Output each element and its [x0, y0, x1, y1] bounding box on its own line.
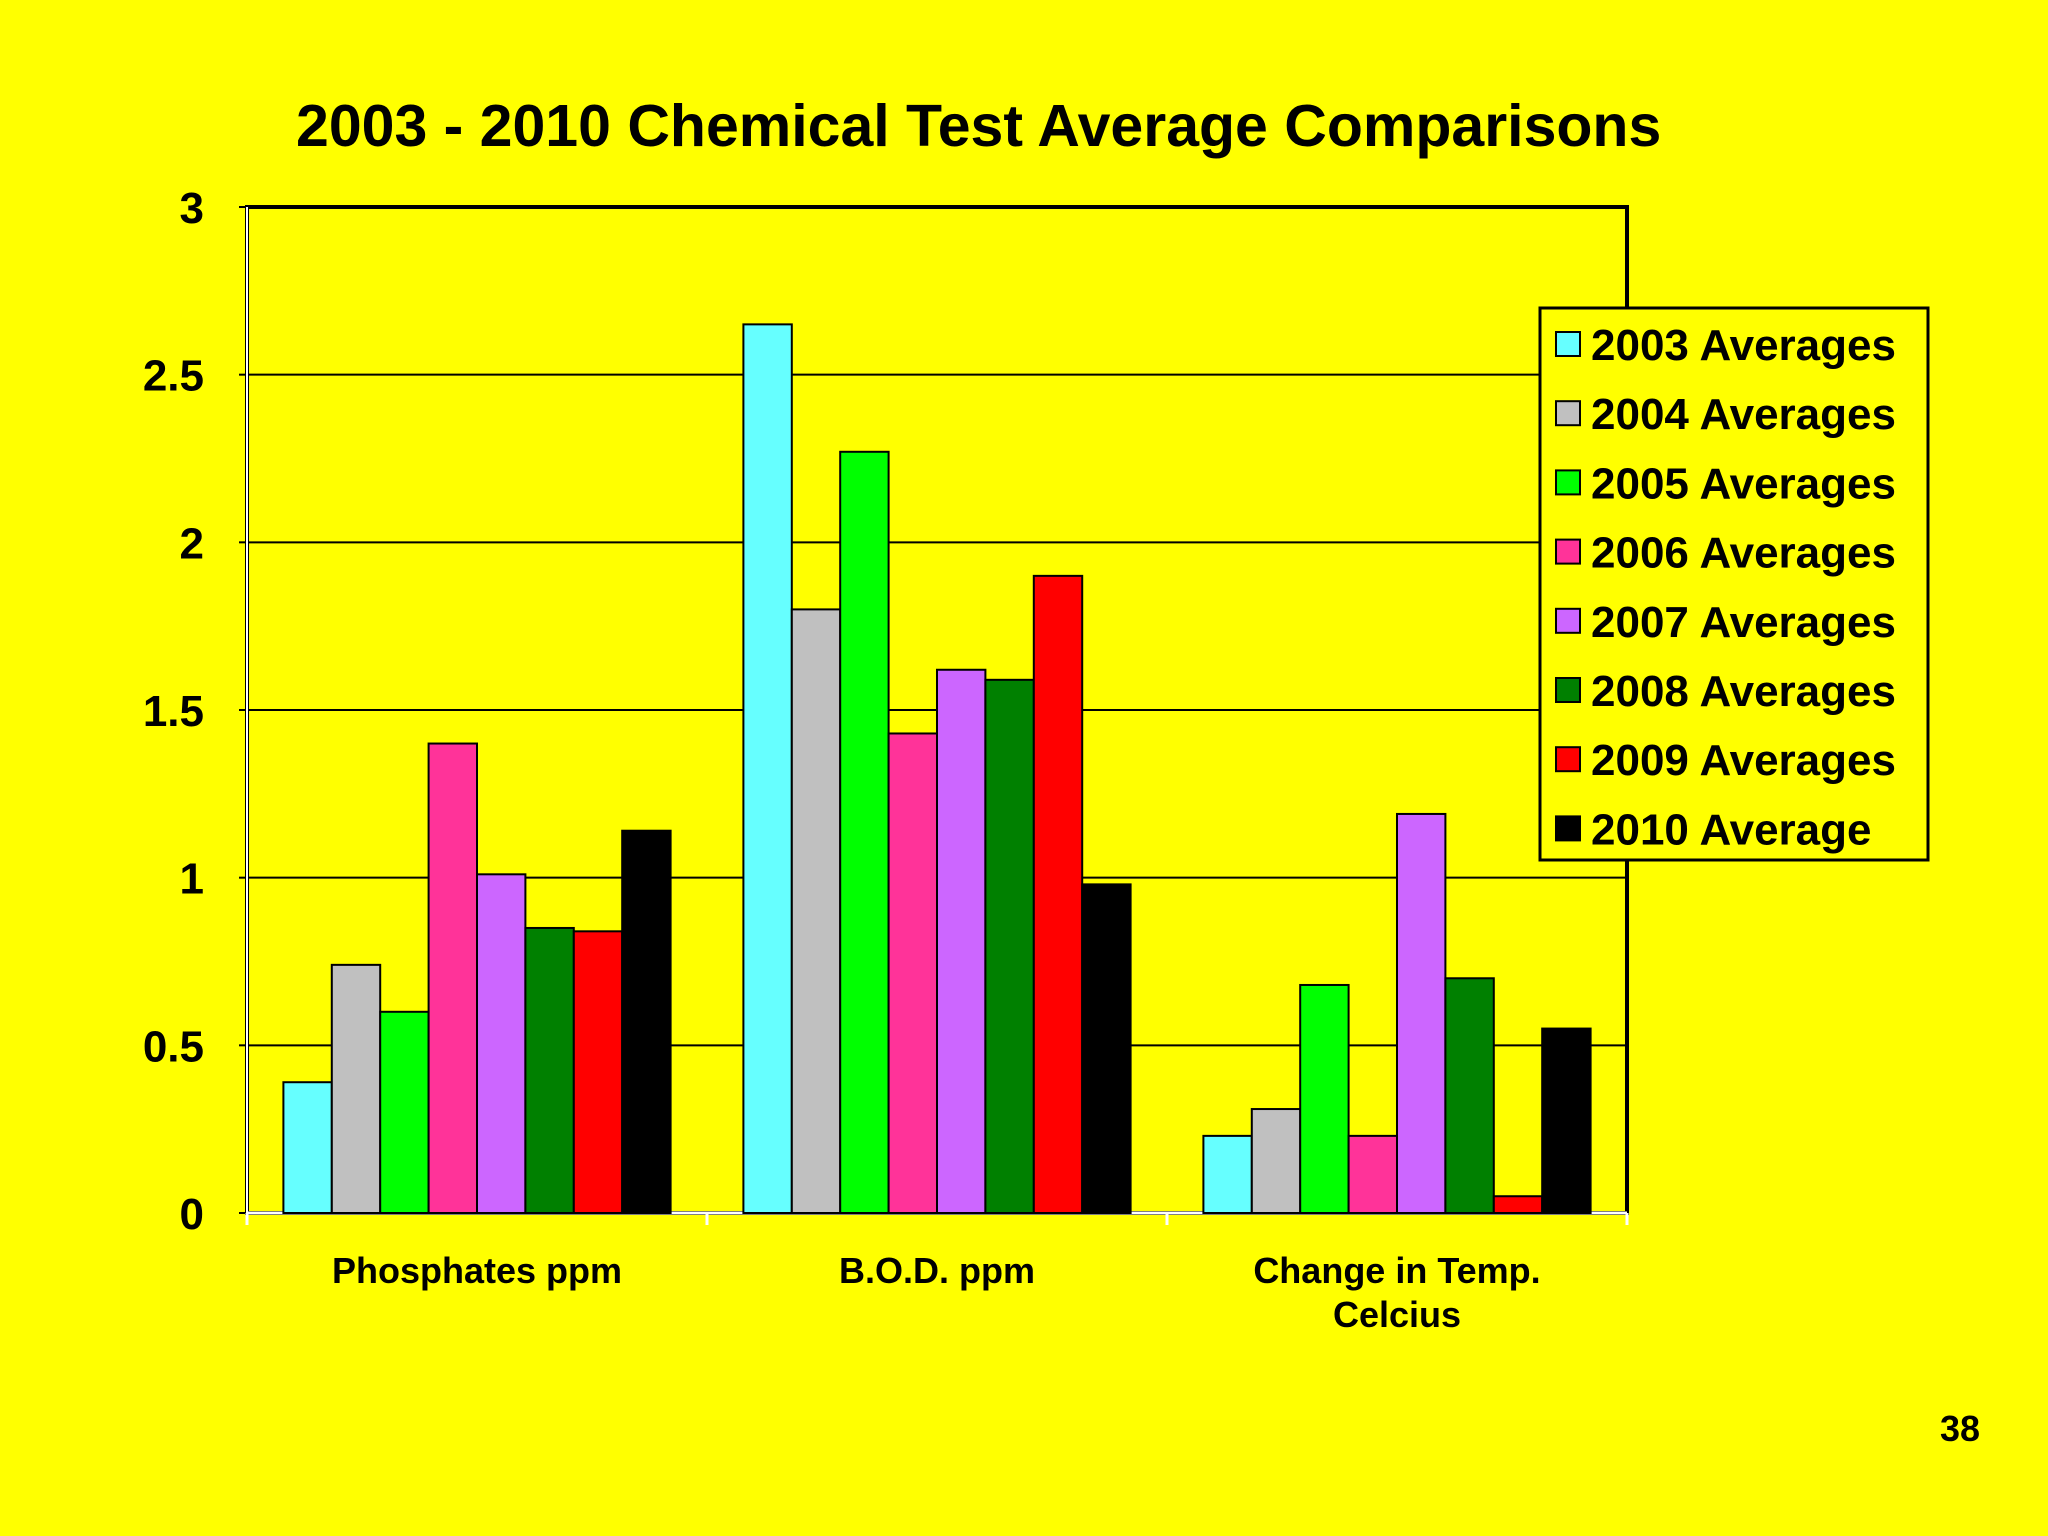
legend-swatch [1555, 538, 1581, 565]
bar [1032, 574, 1084, 1214]
legend-label: 2007 Averages [1591, 598, 1896, 647]
legend-label: 2004 Averages [1591, 390, 1896, 439]
legend-label: 2005 Averages [1591, 459, 1896, 508]
legend-label: 2008 Averages [1591, 667, 1896, 716]
bar [1444, 977, 1495, 1214]
y-tick-label: 2.5 [143, 352, 204, 401]
y-tick-label: 0 [180, 1190, 204, 1239]
legend-label: 2003 Averages [1591, 321, 1896, 370]
chart-title: 2003 - 2010 Chemical Test Average Compar… [296, 93, 1662, 159]
bar [524, 926, 575, 1214]
y-tick-label: 0.5 [143, 1022, 204, 1071]
bar [742, 323, 793, 1215]
legend-swatch [1555, 677, 1581, 703]
bar [1396, 812, 1447, 1214]
legend-swatch [1555, 746, 1581, 773]
legend-swatch [1555, 400, 1581, 427]
bar [1541, 1027, 1592, 1214]
legend-swatch [1555, 815, 1581, 842]
bar [984, 678, 1035, 1214]
legend [1538, 306, 1930, 862]
bar [282, 1081, 333, 1214]
bar [1202, 1134, 1253, 1214]
y-tick-label: 1 [180, 855, 204, 904]
bar [427, 742, 479, 1214]
y-tick-label: 1.5 [143, 687, 204, 736]
bar [790, 608, 842, 1214]
bar [621, 829, 672, 1214]
bar [1081, 883, 1132, 1215]
legend-swatch [1555, 331, 1581, 357]
bar [330, 963, 382, 1214]
bar [1299, 983, 1350, 1214]
bar [936, 668, 987, 1214]
legend-swatch [1555, 607, 1581, 634]
legend-label: 2006 Averages [1591, 529, 1896, 578]
y-tick-label: 3 [180, 184, 204, 233]
legend-swatch [1555, 469, 1581, 496]
bar [1250, 1108, 1302, 1214]
bar [1492, 1195, 1544, 1214]
x-category-label: B.O.D. ppm [839, 1250, 1035, 1291]
bar [887, 732, 938, 1214]
bar [572, 930, 624, 1214]
page-number: 38 [1939, 1408, 1980, 1449]
legend-label: 2010 Average [1591, 805, 1872, 854]
bar [476, 873, 527, 1215]
bar [379, 1010, 430, 1214]
y-tick-label: 2 [180, 519, 204, 568]
bar [839, 450, 890, 1214]
x-category-label: Celcius [1333, 1294, 1461, 1335]
x-category-label: Change in Temp. [1253, 1250, 1540, 1291]
x-category-label: Phosphates ppm [332, 1250, 622, 1291]
bar [1347, 1134, 1398, 1214]
legend-label: 2009 Averages [1591, 736, 1896, 785]
